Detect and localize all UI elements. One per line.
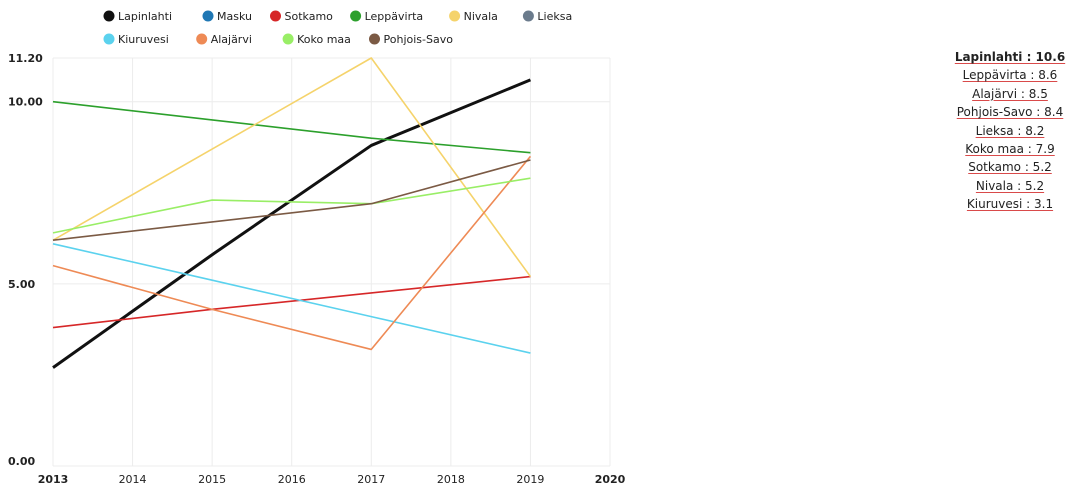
ranking-item: Kiuruvesi : 3.1 — [940, 195, 1073, 213]
x-tick-label: 2016 — [278, 473, 306, 486]
legend-label: Nivala — [464, 10, 498, 23]
ranking-item-text: Lapinlahti : 10.6 — [954, 50, 1066, 64]
ranking-item: Koko maa : 7.9 — [940, 140, 1073, 158]
x-tick-label: 2015 — [198, 473, 226, 486]
legend-label: Alajärvi — [211, 33, 252, 46]
y-tick-label: 10.00 — [8, 96, 43, 109]
ranking-item-text: Sotkamo : 5.2 — [968, 160, 1052, 175]
ranking-item-text: Lieksa : 8.2 — [975, 123, 1045, 138]
legend-swatch — [282, 33, 294, 45]
ranking-item: Pohjois-Savo : 8.4 — [940, 103, 1073, 121]
legend-item-nivala[interactable]: Nivala — [449, 10, 498, 23]
legend-item-pohjois-savo[interactable]: Pohjois-Savo — [369, 33, 453, 46]
legend-swatch — [103, 33, 115, 45]
series-line-kiuruvesi — [52, 243, 531, 354]
legend-label: Masku — [217, 10, 252, 23]
x-tick-label: 2017 — [357, 473, 385, 486]
legend-label: Lieksa — [537, 10, 572, 23]
legend-swatch — [270, 10, 281, 22]
legend-label: Pohjois-Savo — [384, 33, 454, 46]
legend-label: Sotkamo — [285, 10, 334, 23]
ranking-item-text: Pohjois-Savo : 8.4 — [956, 105, 1064, 120]
series-line-nivala — [52, 57, 532, 278]
ranking-item: Nivala : 5.2 — [940, 177, 1073, 195]
x-tick-label: 2018 — [437, 473, 465, 486]
legend[interactable]: Lapinlahti Masku Sotkamo Leppävirta Nivala Li… — [103, 10, 573, 46]
x-tick-label: 2019 — [516, 473, 544, 486]
legend-item-masku[interactable]: Masku — [202, 10, 252, 23]
ranking-item: Leppävirta : 8.6 — [940, 66, 1073, 84]
ranking-item-text: Kiuruvesi : 3.1 — [966, 197, 1054, 212]
series-line-alaj-rvi — [52, 155, 532, 351]
ranking-item: Alajärvi : 8.5 — [940, 85, 1073, 103]
legend-swatch — [350, 10, 362, 22]
legend-swatch — [369, 33, 380, 45]
y-axis-ticks: 0.00 5.00 10.00 11.20 — [8, 52, 43, 468]
legend-swatch — [449, 10, 461, 22]
series-line-koko-maa — [52, 177, 531, 234]
y-tick-label: 11.20 — [8, 52, 43, 65]
series-line-pohjois-savo — [52, 159, 531, 241]
legend-item-alaj-rvi[interactable]: Alajärvi — [196, 33, 252, 46]
series-line-lepp-virta — [52, 100, 531, 154]
legend-swatch — [202, 10, 214, 22]
legend-swatch — [103, 10, 115, 22]
ranking-item: Lieksa : 8.2 — [940, 122, 1073, 140]
x-axis-ticks: 2013 2014 2015 2016 2017 2018 2019 2020 — [38, 473, 626, 486]
legend-label: Koko maa — [297, 33, 351, 46]
legend-item-lepp-virta[interactable]: Leppävirta — [350, 10, 423, 23]
ranking-list: Lapinlahti : 10.6 Leppävirta : 8.6 Alajärv… — [940, 48, 1073, 214]
x-tick-label: 2014 — [119, 473, 147, 486]
ranking-item-text: Nivala : 5.2 — [975, 178, 1045, 193]
legend-swatch — [522, 10, 534, 22]
legend-swatch — [196, 33, 208, 45]
legend-item-sotkamo[interactable]: Sotkamo — [270, 10, 333, 23]
series-line-sotkamo — [52, 275, 531, 329]
legend-item-koko-maa[interactable]: Koko maa — [282, 33, 351, 46]
series-lines — [52, 57, 532, 369]
legend-item-lapinlahti[interactable]: Lapinlahti — [103, 10, 173, 23]
x-tick-label: 2013 — [38, 473, 69, 486]
legend-label: Lapinlahti — [118, 10, 172, 23]
legend-label: Leppävirta — [365, 10, 424, 23]
y-tick-label: 5.00 — [8, 278, 35, 291]
ranking-item-text: Alajärvi : 8.5 — [972, 86, 1048, 101]
y-tick-label: 0.00 — [8, 455, 35, 468]
ranking-item: Lapinlahti : 10.6 — [940, 48, 1073, 66]
legend-item-lieksa[interactable]: Lieksa — [522, 10, 572, 23]
legend-label: Kiuruvesi — [118, 33, 169, 46]
grid — [52, 57, 611, 467]
ranking-item-text: Koko maa : 7.9 — [965, 142, 1055, 157]
ranking-item: Sotkamo : 5.2 — [940, 158, 1073, 176]
ranking-item-text: Leppävirta : 8.6 — [962, 68, 1058, 83]
x-tick-label: 2020 — [595, 473, 626, 486]
legend-item-kiuruvesi[interactable]: Kiuruvesi — [103, 33, 169, 46]
series-line-lapinlahti — [52, 78, 532, 369]
